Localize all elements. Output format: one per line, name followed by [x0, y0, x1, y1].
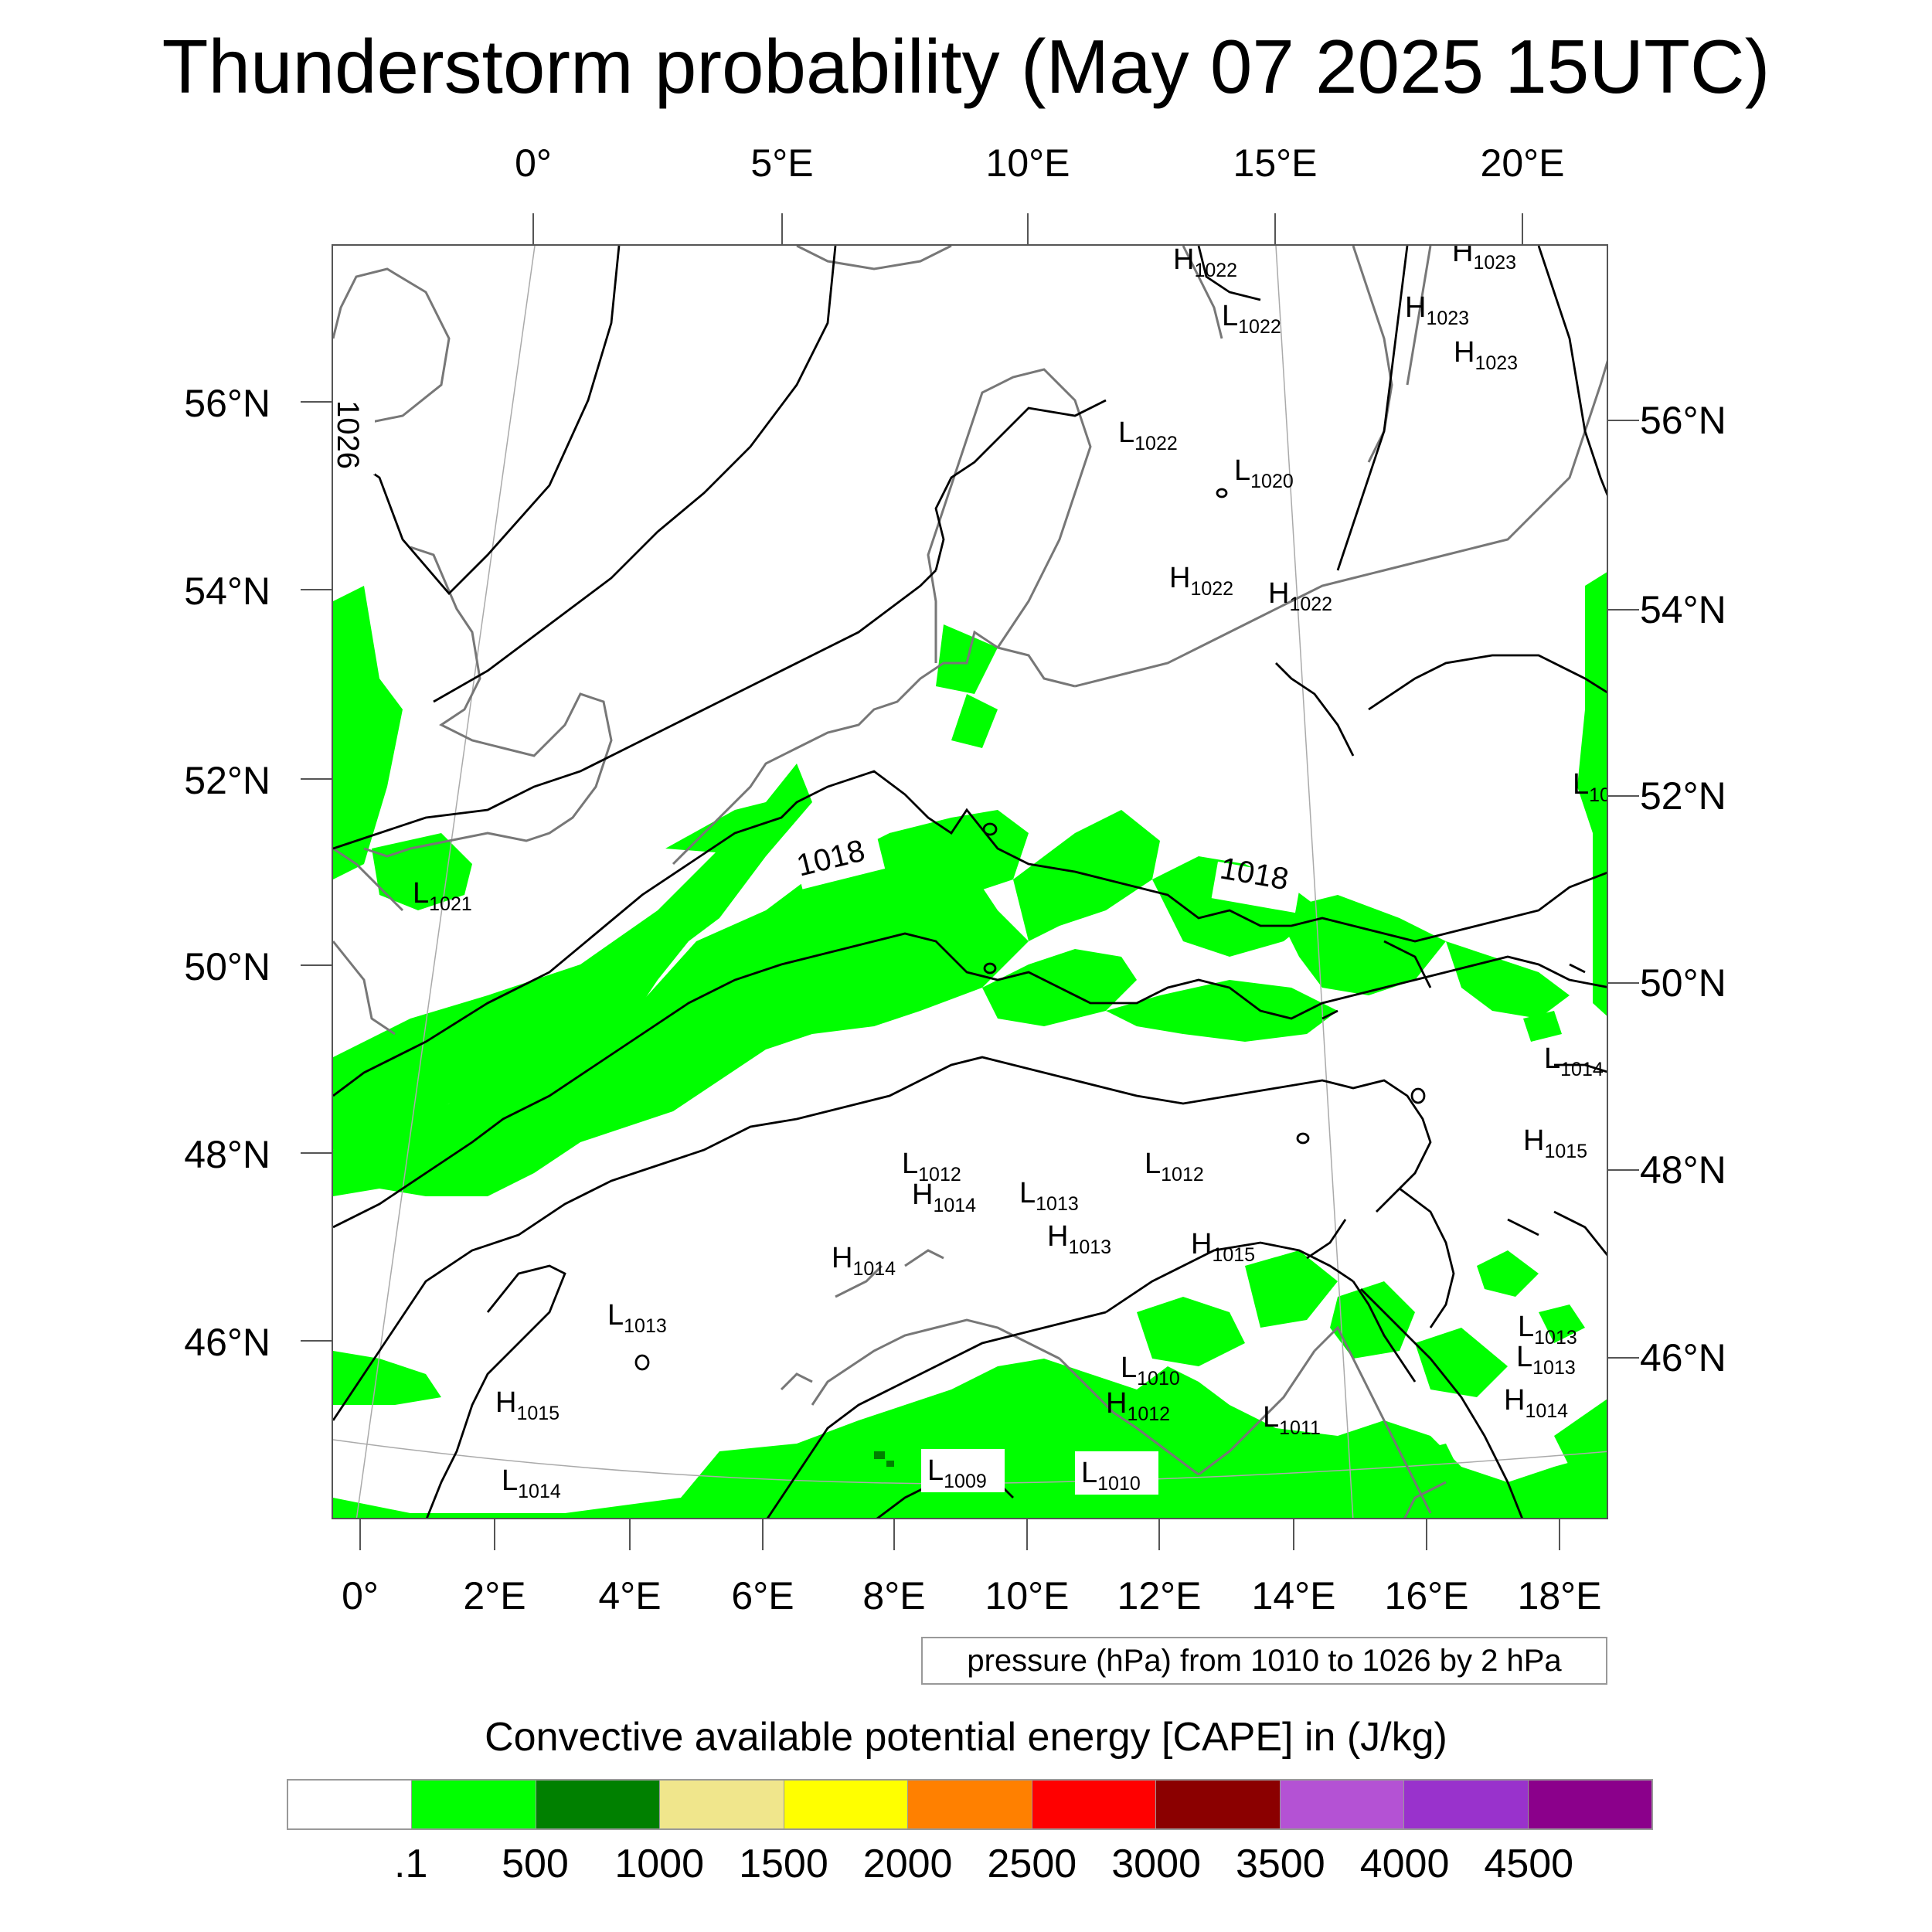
colorbar-swatch — [1032, 1781, 1157, 1828]
low-pressure-center: L1020 — [1234, 454, 1294, 492]
right-lat-label: 56°N — [1640, 399, 1726, 442]
top-lon-label: 5°E — [750, 141, 814, 185]
low-pressure-center: L1012 — [1145, 1148, 1204, 1185]
colorbar-swatch — [660, 1781, 784, 1828]
chart-title: Thunderstorm probability (May 07 2025 15… — [162, 24, 1770, 109]
isobars — [333, 246, 1607, 1518]
low-pressure-center: L1013 — [607, 1299, 667, 1337]
low-pressure-center: L1022 — [1118, 417, 1178, 454]
high-pressure-center: H1023 — [1405, 291, 1469, 329]
bottom-lon-label: 6°E — [731, 1574, 794, 1617]
bottom-lon-label: 12°E — [1117, 1574, 1202, 1617]
pressure-center-label-bg — [1075, 1451, 1158, 1495]
cape-field — [333, 572, 1607, 1518]
high-pressure-center: H1015 — [1523, 1124, 1587, 1162]
bottom-lon-label: 16°E — [1384, 1574, 1469, 1617]
colorbar-tick-label: 3000 — [1111, 1842, 1201, 1886]
top-lon-label: 0° — [515, 141, 552, 185]
colorbar-swatch — [784, 1781, 909, 1828]
right-lat-label: 52°N — [1640, 774, 1726, 818]
isobar-label: 1026 — [333, 400, 365, 469]
top-lon-label: 10°E — [985, 141, 1070, 185]
left-lat-label: 54°N — [184, 570, 270, 613]
high-pressure-center: H1023 — [1454, 336, 1518, 374]
left-lat-label: 46°N — [184, 1321, 270, 1364]
colorbar-swatch — [1156, 1781, 1281, 1828]
right-lat-label: 54°N — [1640, 588, 1726, 631]
left-lat-label: 50°N — [184, 945, 270, 988]
high-pressure-center: H1022 — [1173, 246, 1237, 281]
colorbar-swatch — [1528, 1781, 1651, 1828]
left-lat-label: 52°N — [184, 759, 270, 802]
high-pressure-center: H1023 — [1452, 246, 1516, 274]
top-lon-label: 15°E — [1233, 141, 1318, 185]
high-pressure-center: H1022 — [1268, 577, 1332, 615]
colorbar-tick-label: 4500 — [1484, 1842, 1574, 1886]
colorbar-swatch — [908, 1781, 1032, 1828]
low-pressure-center: L1022 — [1222, 300, 1281, 338]
colorbar-tick-label: 2500 — [987, 1842, 1077, 1886]
high-pressure-center: H1015 — [1191, 1228, 1255, 1266]
low-pressure-center: L1014 — [502, 1464, 561, 1502]
pressure-center-label-bg — [921, 1449, 1005, 1492]
colorbar-tick-label: 1000 — [614, 1842, 705, 1886]
colorbar-title: Convective available potential energy [C… — [485, 1715, 1447, 1760]
colorbar-tick-label: 3500 — [1235, 1842, 1325, 1886]
high-pressure-center: H1014 — [832, 1242, 896, 1280]
colorbar-swatch — [1404, 1781, 1529, 1828]
colorbar-swatch — [412, 1781, 536, 1828]
left-lat-label: 56°N — [184, 382, 270, 425]
colorbar — [287, 1779, 1653, 1830]
bottom-lon-label: 10°E — [985, 1574, 1070, 1617]
high-pressure-center: H1022 — [1169, 562, 1233, 600]
bottom-lon-label: 2°E — [463, 1574, 526, 1617]
high-pressure-center: H1013 — [1047, 1220, 1111, 1258]
map-panel: 1026 1018 1018 H1022 H1023 H1023 L1022 H1023… — [332, 244, 1608, 1519]
coastlines — [333, 246, 1607, 1518]
right-lat-label: 50°N — [1640, 961, 1726, 1005]
bottom-lon-label: 8°E — [862, 1574, 926, 1617]
low-pressure-center: L1014 — [1544, 1043, 1604, 1080]
high-pressure-center: H1015 — [495, 1386, 560, 1424]
colorbar-swatch — [288, 1781, 413, 1828]
left-lat-label: 48°N — [184, 1133, 270, 1176]
colorbar-tick-label: 4000 — [1359, 1842, 1450, 1886]
low-pressure-center: L1021 — [413, 877, 472, 915]
bottom-lon-label: 4°E — [598, 1574, 662, 1617]
bottom-lon-label: 14°E — [1251, 1574, 1336, 1617]
colorbar-swatch — [536, 1781, 661, 1828]
contour-info-box: pressure (hPa) from 1010 to 1026 by 2 hP… — [921, 1637, 1607, 1685]
right-lat-label: 48°N — [1640, 1148, 1726, 1192]
colorbar-tick-label: 1500 — [739, 1842, 828, 1886]
right-lat-label: 46°N — [1640, 1336, 1726, 1379]
high-pressure-center: H1014 — [1504, 1384, 1568, 1422]
bottom-lon-label: 18°E — [1517, 1574, 1602, 1617]
low-pressure-center: L1013 — [1019, 1177, 1079, 1215]
colorbar-tick-label: .1 — [394, 1842, 428, 1886]
bottom-lon-label: 0° — [342, 1574, 379, 1617]
low-pressure-center: L1011 — [1263, 1401, 1321, 1439]
colorbar-tick-label: 500 — [502, 1842, 569, 1886]
top-lon-label: 20°E — [1480, 141, 1565, 185]
colorbar-swatch — [1280, 1781, 1405, 1828]
colorbar-tick-label: 2000 — [862, 1842, 953, 1886]
